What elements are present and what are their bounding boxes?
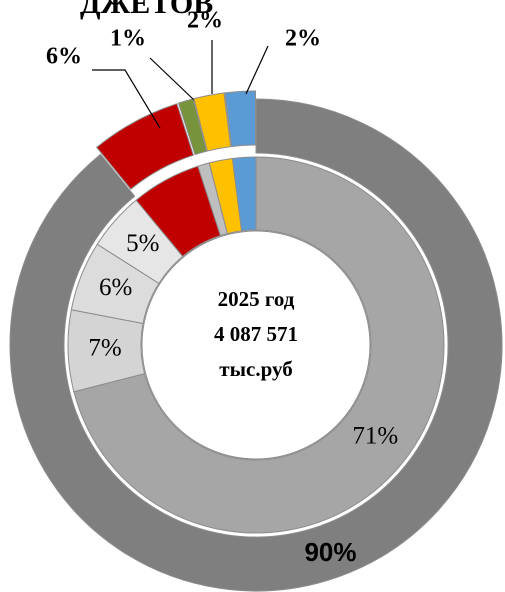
leader-line: [245, 45, 269, 95]
data-label: 6%: [46, 44, 82, 70]
donut-slice: [73, 156, 445, 534]
center-text: тыс.руб: [219, 357, 292, 381]
chart-title: ДЖЕТОВ: [80, 0, 213, 20]
donut-slice: [231, 156, 257, 232]
donut-slice: [95, 103, 195, 190]
donut-slice: [9, 98, 503, 592]
leader-line: [92, 69, 161, 129]
donut-hole: [141, 230, 371, 460]
data-label: 7%: [88, 334, 121, 361]
data-label: 90%: [304, 537, 356, 567]
data-label: 1%: [110, 26, 146, 52]
center-text: 2025 год: [218, 287, 295, 311]
leader-line: [149, 57, 195, 101]
center-text: 4 087 571: [214, 322, 298, 346]
donut-slice: [193, 92, 232, 152]
donut-slice: [177, 98, 208, 156]
data-label: 5%: [126, 230, 159, 257]
data-label: 2%: [285, 26, 321, 52]
donut-slice: [224, 90, 257, 148]
data-label: 71%: [352, 422, 398, 449]
data-label: 6%: [99, 274, 132, 301]
data-label: 2%: [187, 8, 223, 34]
